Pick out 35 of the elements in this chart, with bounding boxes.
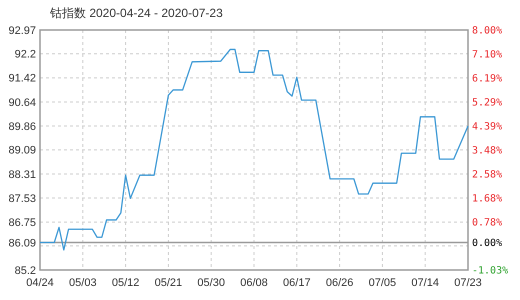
x-tick-label: 07/14 [411, 277, 439, 289]
x-tick-label: 07/05 [368, 277, 396, 289]
y2-tick-label: 0.78% [472, 217, 502, 228]
y2-tick-label: 6.19% [472, 74, 502, 85]
y-tick-label: 88.31 [8, 168, 36, 181]
y2-tick-label: 1.68% [472, 193, 502, 204]
x-tick-label: 06/17 [283, 277, 311, 289]
y-tick-label: 86.75 [8, 216, 36, 229]
y-tick-label: 85.2 [14, 264, 36, 277]
x-tick-label: 04/24 [26, 277, 54, 289]
y-tick-label: 89.86 [8, 120, 36, 133]
y-tick-label: 90.64 [8, 96, 36, 109]
x-tick-label: 06/26 [326, 277, 354, 289]
y2-tick-label: 4.39% [472, 121, 502, 132]
y-tick-label: 89.09 [8, 144, 36, 157]
y2-tick-label: -1.03% [472, 266, 508, 276]
y2-tick-label: 5.29% [472, 98, 502, 109]
y-tick-label: 92.2 [14, 48, 36, 61]
y2-tick-label: 2.58% [472, 170, 502, 181]
x-tick-label: 05/12 [112, 277, 140, 289]
y2-tick-label: 7.10% [472, 49, 502, 60]
x-tick-label: 05/03 [69, 277, 97, 289]
y2-tick-label: 8.00% [472, 26, 502, 36]
y-tick-label: 92.97 [8, 24, 36, 37]
x-tick-label: 06/08 [240, 277, 268, 289]
chart-title: 钴指数 2020-04-24 - 2020-07-23 [49, 6, 224, 20]
y-tick-label: 87.53 [8, 192, 36, 205]
y-tick-label: 86.09 [8, 237, 36, 250]
y-tick-label: 91.42 [8, 72, 36, 85]
y2-tick-label: 3.48% [472, 146, 502, 157]
line-series [39, 48, 469, 251]
x-tick-label: 07/23 [454, 277, 482, 289]
x-tick-label: 05/30 [197, 277, 225, 289]
x-tick-label: 05/21 [154, 277, 182, 289]
y2-tick-label: 0.00% [472, 238, 502, 250]
